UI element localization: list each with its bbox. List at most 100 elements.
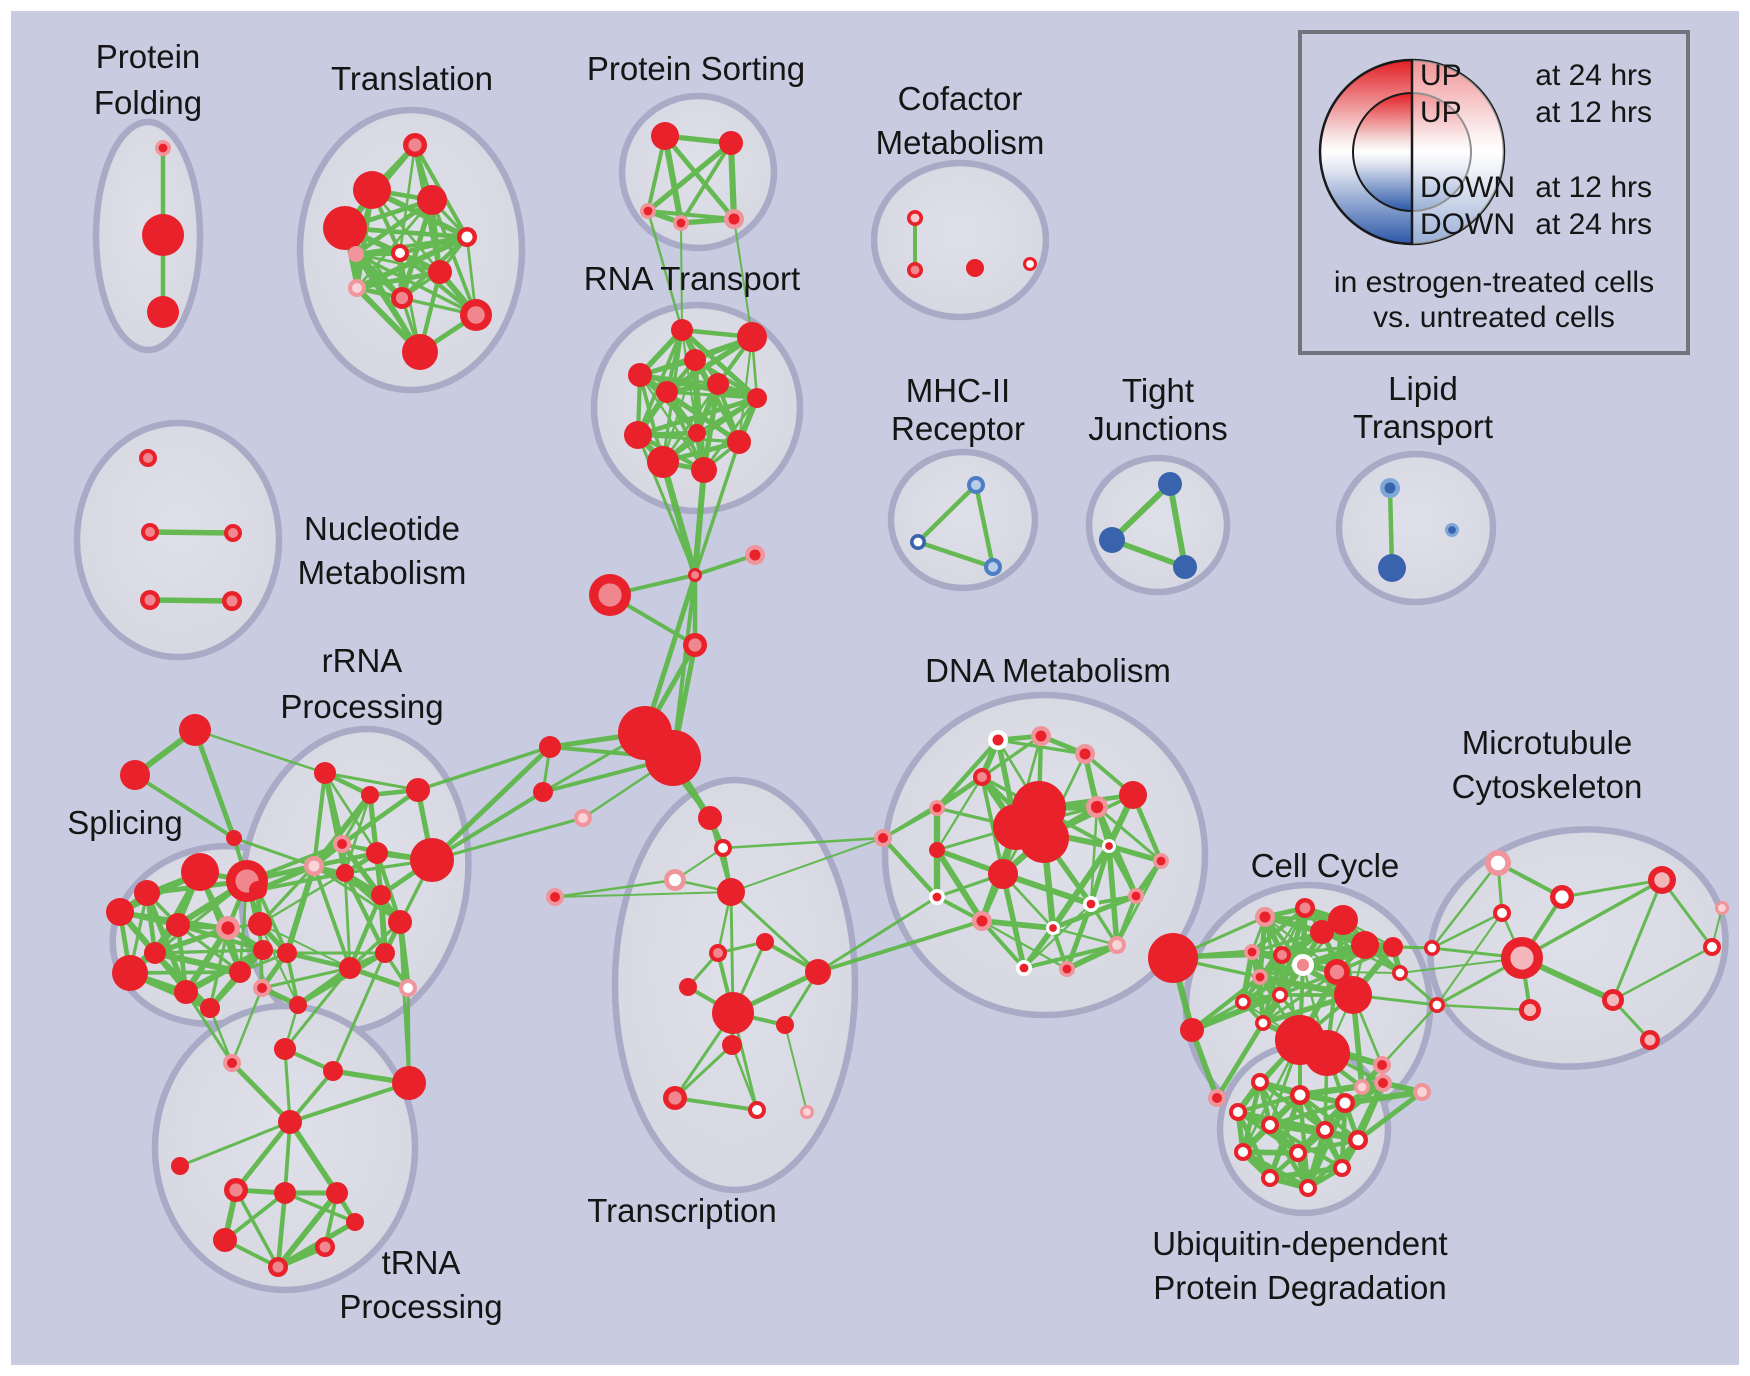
network-edge: [347, 892, 384, 971]
gene-node-core: [713, 948, 723, 958]
gene-node-core: [1427, 943, 1437, 953]
gene-node: [1099, 527, 1125, 553]
cluster-nodes-cell-cycle: [1148, 898, 1408, 1107]
gene-node: [336, 864, 354, 882]
network-edge: [430, 816, 585, 862]
gene-node-core: [749, 549, 761, 561]
gene-node: [966, 259, 984, 277]
network-edge: [1240, 949, 1255, 1005]
gene-node-core: [1432, 1000, 1442, 1010]
gene-node: [366, 842, 388, 864]
network-edge: [646, 209, 684, 332]
cluster-bubble-mhc-ii-receptor: [887, 448, 1039, 592]
network-edge: [275, 1190, 288, 1270]
network-edge: [153, 948, 265, 955]
gene-node-core: [144, 594, 156, 606]
cluster-nodes-translation: [323, 133, 492, 370]
network-edge: [693, 440, 741, 577]
network-edge: [331, 951, 387, 1073]
gene-node-core: [1299, 902, 1311, 914]
gene-node: [112, 955, 148, 991]
gene-node-core: [1523, 1003, 1537, 1017]
network-edge: [1249, 905, 1308, 955]
network-edge: [1338, 1079, 1387, 1172]
gene-node-core: [1079, 748, 1091, 760]
gene-node: [346, 1213, 364, 1231]
gene-node-core: [1329, 964, 1345, 980]
network-edge: [1189, 1027, 1220, 1101]
gene-node-core: [1086, 899, 1096, 909]
gene-node-core: [1238, 997, 1248, 1007]
gene-node-core: [718, 843, 728, 853]
gene-node: [226, 830, 242, 846]
gene-node: [353, 171, 391, 209]
network-edge: [259, 923, 351, 969]
gene-node: [375, 943, 395, 963]
gene-node: [134, 880, 160, 906]
network-edge: [256, 871, 347, 892]
gene-node: [277, 943, 297, 963]
gene-node-core: [319, 1241, 331, 1253]
gene-node: [278, 1110, 302, 1134]
gene-node-core: [1718, 904, 1726, 912]
gene-node-core: [688, 638, 702, 652]
gene-node-core: [752, 1105, 762, 1115]
cluster-label: Cytoskeleton: [1452, 768, 1643, 805]
gene-node-core: [1606, 993, 1620, 1007]
gene-node-core: [1296, 958, 1310, 972]
network-edge: [1355, 1089, 1425, 1143]
gene-node: [402, 334, 438, 370]
network-edge: [679, 327, 760, 401]
gene-node-core: [598, 583, 622, 607]
network-edge: [1167, 481, 1188, 570]
network-edge: [636, 328, 684, 437]
network-edge: [1398, 971, 1439, 1007]
legend-row-time: at 24 hrs: [1535, 59, 1652, 92]
network-edge: [288, 1081, 411, 1124]
node-layer: [106, 122, 1729, 1277]
cluster-label: Folding: [94, 84, 202, 121]
gene-node-core: [1105, 842, 1113, 850]
legend: UP at 24 hrs UP at 12 hrs DOWN at 12 hrs DOWN a…: [1298, 30, 1690, 355]
network-edge: [355, 286, 478, 317]
network-edge: [1214, 1020, 1266, 1101]
gene-node-core: [1049, 924, 1057, 932]
gene-node-core: [910, 265, 920, 275]
gene-node: [106, 898, 134, 926]
gene-node-core: [1303, 1183, 1313, 1193]
cluster-nodes-ubiquitin-degradation: [1229, 1073, 1431, 1197]
network-edge: [283, 1047, 292, 1124]
cluster-label: rRNA: [322, 642, 403, 679]
cluster-label: Lipid: [1388, 370, 1458, 407]
network-edge: [182, 924, 232, 996]
gene-node: [274, 1182, 296, 1204]
network-edge: [673, 1043, 734, 1100]
gene-node-core: [988, 562, 998, 572]
gene-node: [174, 980, 198, 1004]
gene-node: [776, 1016, 794, 1034]
cluster-nodes-transcription: [546, 806, 831, 1119]
network-edge: [692, 467, 707, 578]
network-edge: [430, 198, 478, 317]
network-edge: [184, 990, 234, 1065]
gene-node-core: [578, 813, 588, 823]
network-edge: [339, 787, 421, 847]
cluster-label: Metabolism: [876, 124, 1045, 161]
network-edge: [312, 864, 352, 970]
network-edge: [178, 1120, 292, 1168]
gene-node-core: [408, 138, 422, 152]
network-edge: [1261, 970, 1339, 1025]
network-edge: [152, 925, 231, 956]
gene-node-core: [1555, 890, 1569, 904]
cluster-label: MHC-II: [906, 372, 1010, 409]
gene-node: [1351, 931, 1379, 959]
gene-node: [371, 885, 391, 905]
legend-updown-glyph: [1318, 58, 1506, 246]
network-edge: [1064, 942, 1120, 972]
legend-row-time: at 12 hrs: [1535, 96, 1652, 129]
network-edge: [662, 133, 737, 222]
gene-node-core: [550, 892, 560, 902]
network-edge: [260, 966, 352, 990]
gene-node-core: [1293, 1148, 1303, 1158]
network-edge: [1611, 945, 1714, 1002]
